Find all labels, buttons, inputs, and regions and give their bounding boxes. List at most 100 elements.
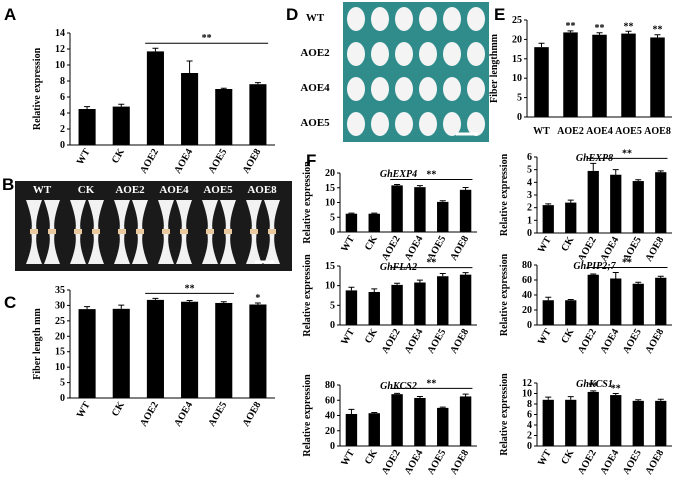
x-tick-label: AOE2	[138, 147, 161, 176]
y-tick-label: 35	[55, 285, 65, 296]
panel-letter: A	[4, 5, 16, 24]
y-tick-label: 10	[325, 281, 335, 292]
fiber-sample	[371, 7, 389, 31]
y-tick-label: 0	[527, 320, 532, 331]
bar	[542, 399, 554, 446]
bar	[632, 400, 644, 446]
significance: **	[622, 258, 632, 269]
bar	[368, 213, 380, 232]
error-bar	[416, 279, 423, 283]
x-tick-label: AOE8	[448, 448, 471, 477]
seed-band	[118, 229, 126, 234]
y-tick-label: 4	[60, 108, 65, 119]
bar	[587, 274, 599, 325]
panel-letter: B	[2, 175, 14, 194]
fiber-sample	[443, 77, 461, 101]
y-tick-label: 10	[55, 60, 65, 71]
fiber-sample	[395, 77, 413, 101]
y-tick-label: 6	[527, 152, 532, 163]
bar	[181, 301, 199, 398]
photo-d	[343, 2, 489, 142]
panel-letter: F	[306, 151, 316, 170]
bar	[592, 34, 607, 117]
bar	[345, 413, 358, 446]
y-axis-label: Relative expression	[302, 161, 313, 244]
fiber-sample	[347, 77, 365, 101]
x-tick-label: AOE2	[380, 327, 403, 356]
bar	[534, 47, 549, 117]
error-bar	[186, 60, 193, 73]
error-bar	[220, 301, 227, 303]
y-tick-label: 5	[60, 378, 65, 389]
error-bar	[625, 30, 632, 34]
error-bar	[567, 199, 574, 203]
significance: **	[426, 258, 436, 269]
x-tick-label: CK	[363, 327, 380, 346]
x-tick-label: WT	[339, 448, 357, 468]
bar	[655, 172, 667, 233]
bar	[565, 399, 577, 446]
seed-band	[250, 229, 258, 234]
y-tick-label: 12	[55, 44, 65, 55]
seed-band	[92, 229, 100, 234]
x-tick-label: CK	[110, 147, 127, 166]
bar	[610, 278, 622, 325]
fiber-sample	[419, 77, 437, 101]
y-tick-label: 0	[330, 441, 335, 452]
x-tick-label: WT	[75, 400, 93, 420]
chart-title: GhPIP2;7	[573, 261, 616, 272]
y-tick-label: 4	[527, 420, 532, 431]
y-tick-label: 6	[60, 92, 65, 103]
bar	[632, 181, 644, 233]
fiber-sample	[419, 42, 437, 66]
bar	[391, 394, 403, 446]
x-tick-label: CK	[559, 327, 576, 346]
error-bar	[590, 162, 597, 171]
error-bar	[118, 103, 125, 107]
bar	[391, 284, 403, 325]
x-tick-label: AOE8	[241, 147, 264, 176]
bar	[655, 400, 667, 446]
x-tick-label: AOE4	[598, 235, 621, 264]
error-bar	[612, 393, 619, 396]
y-tick-label: 30	[55, 300, 65, 311]
x-tick-label: AOE5	[615, 126, 642, 137]
seed-band	[162, 229, 170, 234]
error-bar	[545, 296, 552, 301]
photo-label: AOE2	[115, 184, 145, 196]
y-tick-label: 20	[55, 331, 65, 342]
y-tick-label: 5	[330, 212, 335, 223]
fiber-sample	[419, 112, 437, 136]
error-bar	[567, 299, 574, 301]
panel-letter: C	[4, 293, 16, 312]
significance: *	[255, 293, 260, 304]
significance: **	[185, 283, 195, 294]
bar	[368, 413, 380, 446]
error-bar	[596, 32, 603, 35]
error-bar	[348, 286, 355, 291]
y-tick-label: 3	[527, 190, 532, 201]
error-bar	[371, 212, 378, 214]
bar	[146, 51, 164, 145]
error-bar	[220, 87, 227, 89]
bar	[249, 84, 267, 145]
x-tick-label: AOE4	[403, 327, 426, 356]
photo-label: AOE4	[159, 184, 189, 196]
fiber-sample	[371, 77, 389, 101]
x-tick-label: AOE8	[644, 126, 671, 137]
y-tick-label: 8	[527, 399, 532, 410]
error-bar	[439, 200, 446, 202]
bar	[345, 290, 358, 325]
y-tick-label: 5	[527, 165, 532, 176]
bar	[112, 106, 130, 145]
x-tick-label: AOE4	[172, 400, 195, 429]
x-tick-label: WT	[536, 235, 554, 255]
x-tick-label: WT	[339, 327, 357, 347]
error-bar	[462, 186, 469, 190]
bar	[655, 277, 667, 325]
bar	[368, 291, 380, 325]
y-axis-label: Fiber length mm	[32, 308, 43, 380]
bar	[249, 304, 267, 398]
